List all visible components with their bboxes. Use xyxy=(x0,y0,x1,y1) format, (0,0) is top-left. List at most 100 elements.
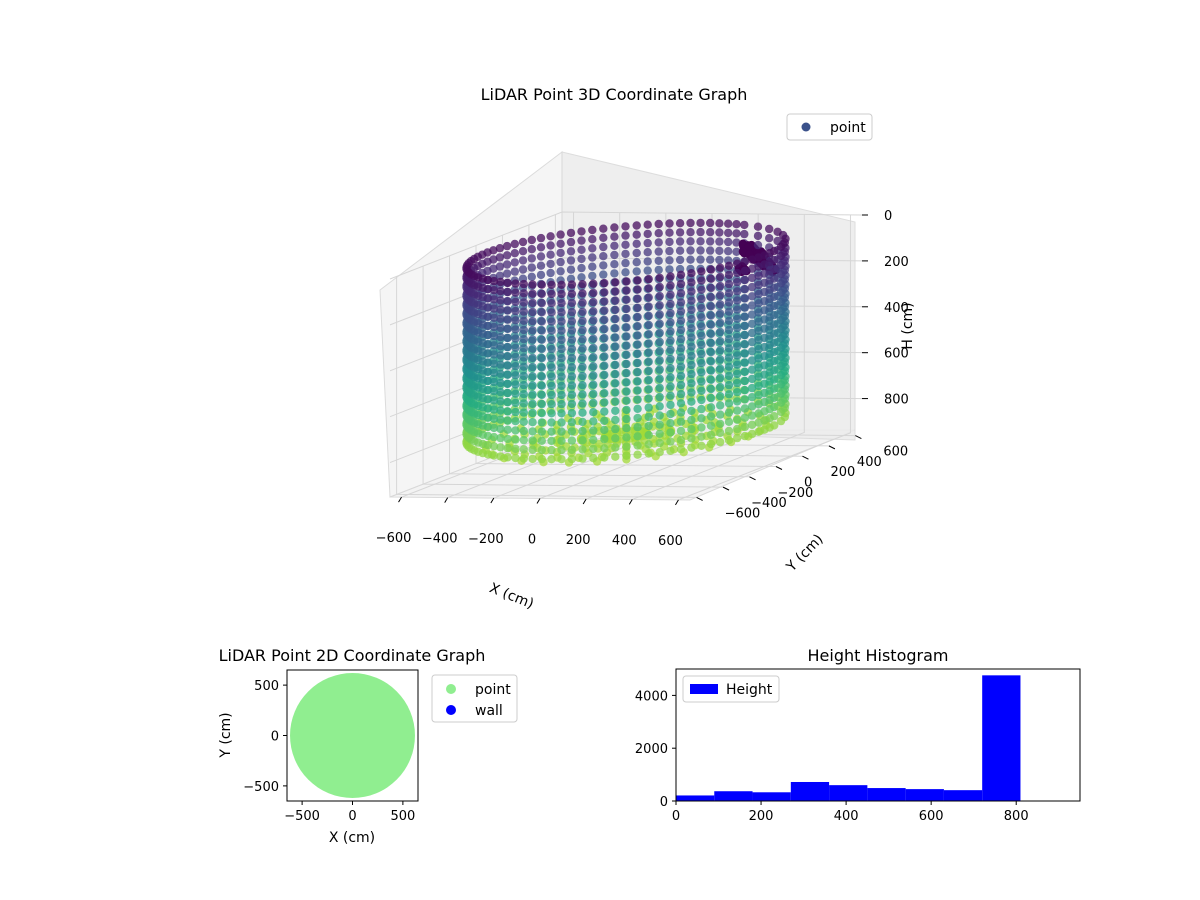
point-3d xyxy=(633,349,642,358)
point-3d xyxy=(732,238,741,247)
point-3d xyxy=(666,354,675,364)
point-3d xyxy=(697,322,706,331)
point-3d xyxy=(724,247,733,256)
point-3d xyxy=(754,335,763,345)
x-tick-label: 800 xyxy=(1004,809,1029,824)
point-3d xyxy=(622,341,631,350)
x-tick-label: 600 xyxy=(658,534,683,549)
point-3d xyxy=(765,224,774,234)
point-3d xyxy=(622,359,631,369)
point-3d xyxy=(547,390,556,400)
point-3d xyxy=(632,239,641,248)
point-3d xyxy=(547,280,556,289)
point-3d xyxy=(489,377,499,387)
point-3d xyxy=(676,334,686,344)
point-3d xyxy=(706,439,716,449)
point-3d xyxy=(706,338,716,348)
histogram-bar xyxy=(982,675,1021,801)
point-3d xyxy=(747,310,757,319)
point-3d xyxy=(622,405,631,415)
point-3d xyxy=(589,334,598,343)
point-3d xyxy=(666,400,675,410)
point-3d xyxy=(706,311,716,320)
point-3d xyxy=(557,399,566,409)
point-3d xyxy=(511,316,520,325)
point-3d xyxy=(754,253,763,262)
point-3d xyxy=(496,378,505,388)
point-3d xyxy=(611,415,620,425)
point-3d xyxy=(557,280,566,289)
point-3d xyxy=(528,326,537,335)
histogram-legend-swatch xyxy=(690,684,718,694)
point-3d xyxy=(567,298,577,308)
point-3d xyxy=(687,406,696,416)
point-3d xyxy=(687,369,696,379)
point-3d xyxy=(655,356,664,365)
chart2d-plot-area xyxy=(290,673,415,798)
point-3d xyxy=(511,371,520,380)
point-3d xyxy=(588,253,597,262)
point-3d xyxy=(610,232,619,241)
point-3d xyxy=(654,265,663,275)
point-3d xyxy=(547,289,556,299)
point-3d xyxy=(643,220,652,229)
point-3d xyxy=(547,299,556,308)
point-3d xyxy=(557,317,566,326)
point-3d xyxy=(754,271,763,280)
point-3d xyxy=(537,354,546,363)
point-3d xyxy=(676,399,686,408)
point-3d xyxy=(666,318,675,327)
point-3d xyxy=(753,240,763,250)
point-3d xyxy=(633,358,642,368)
point-3d xyxy=(528,454,537,464)
point-3d xyxy=(489,368,499,378)
point-3d xyxy=(511,325,520,334)
point-3d xyxy=(666,409,675,419)
point-3d xyxy=(519,362,528,371)
x-tick-label: 0 xyxy=(528,533,536,548)
point-3d xyxy=(715,219,724,228)
point-3d xyxy=(519,307,528,316)
point-3d xyxy=(566,247,576,256)
point-3d xyxy=(666,336,675,345)
point-3d xyxy=(747,429,757,439)
point-3d xyxy=(600,352,609,361)
point-3d xyxy=(577,273,586,282)
point-3d xyxy=(567,436,577,445)
x-tick-label: 200 xyxy=(566,533,591,548)
point-3d xyxy=(519,454,528,463)
z-tick-label: 0 xyxy=(884,209,892,224)
point-3d xyxy=(747,402,757,411)
point-3d xyxy=(536,243,546,252)
point-3d xyxy=(676,289,686,298)
point-3d xyxy=(600,315,609,324)
point-3d xyxy=(600,434,609,444)
point-3d xyxy=(610,241,619,250)
chart3d-legend-marker xyxy=(801,122,811,132)
point-3d xyxy=(706,302,716,311)
point-3d xyxy=(556,257,565,267)
point-3d xyxy=(687,324,696,333)
point-3d xyxy=(724,426,734,436)
point-3d xyxy=(733,388,742,397)
point-3d xyxy=(633,404,642,413)
point-3d xyxy=(622,313,631,323)
point-3d xyxy=(567,427,577,436)
point-3d xyxy=(589,426,598,435)
point-3d xyxy=(496,305,505,314)
point-3d xyxy=(732,229,741,238)
point-3d xyxy=(697,441,706,450)
x-tick-label: 600 xyxy=(919,809,944,824)
point-3d xyxy=(600,425,609,435)
point-3d xyxy=(621,240,630,249)
point-3d xyxy=(528,307,537,317)
point-3d xyxy=(697,414,706,423)
point-3d xyxy=(496,351,505,360)
point-3d xyxy=(676,426,686,436)
point-3d xyxy=(519,279,528,289)
point-3d xyxy=(511,453,520,463)
point-3d xyxy=(733,360,742,369)
point-3d xyxy=(666,345,675,354)
chart2d-axes: −500 0 500 −500 0 500 xyxy=(243,679,415,824)
point-3d xyxy=(644,293,653,302)
